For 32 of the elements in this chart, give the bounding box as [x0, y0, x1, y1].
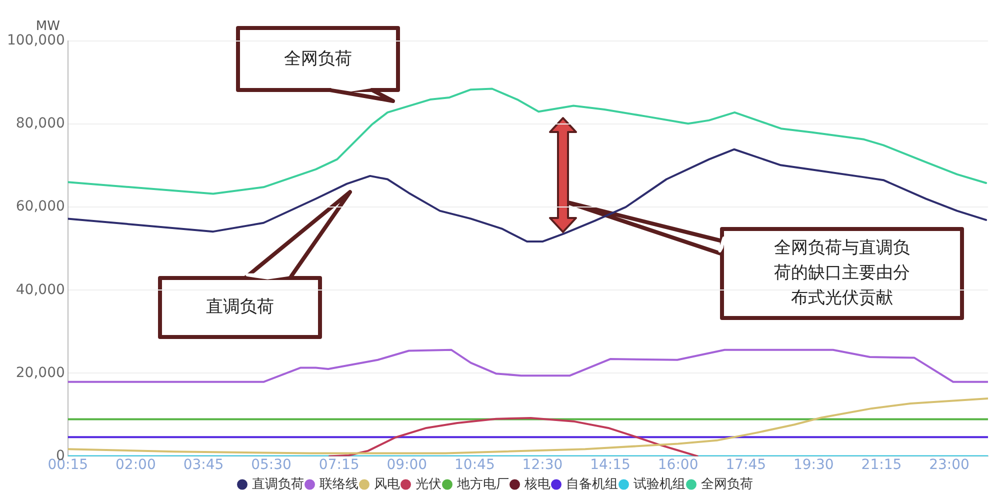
x-tick-label: 17:45	[726, 457, 766, 474]
legend-label: 风电	[374, 476, 400, 492]
legend-label: 光伏	[415, 476, 442, 492]
y-tick-label: 40,000	[16, 282, 65, 298]
y-tick-label: 60,000	[16, 198, 65, 215]
legend-label: 地方电厂	[456, 476, 509, 492]
legend-label: 联络线	[319, 476, 358, 492]
legend-label: 自备机组	[566, 476, 618, 492]
x-tick-label: 07:15	[318, 457, 360, 474]
x-tick-label: 00:15	[48, 457, 88, 474]
y-tick-label: 20,000	[16, 364, 65, 381]
annotation: 全网负荷与直调负荷的缺口主要由分布式光伏贡献	[773, 237, 911, 310]
legend-label: 直调负荷	[252, 476, 304, 492]
x-tick-label: 03:45	[183, 457, 224, 474]
x-tick-label: 12:30	[522, 457, 563, 474]
legend-label: 试验机组	[633, 476, 686, 492]
x-tick-label: 21:15	[861, 457, 902, 474]
legend-label: 全网负荷	[700, 476, 753, 492]
x-tick-label: 14:15	[590, 457, 630, 474]
x-tick-label: 19:30	[793, 457, 834, 474]
x-tick-label: 05:30	[251, 457, 292, 474]
x-tick-label: 10:45	[454, 457, 495, 474]
annotation: 全网负荷	[283, 48, 353, 70]
legend-label: 核电	[523, 476, 550, 492]
y-axis-title: MW	[36, 18, 60, 34]
annotation: 直调负荷	[205, 296, 275, 319]
x-tick-label: 02:00	[116, 457, 156, 474]
x-tick-label: 09:00	[386, 457, 428, 474]
y-tick-label: 80,000	[16, 116, 65, 132]
x-tick-label: 16:00	[658, 457, 698, 474]
y-tick-label: 100,000	[6, 32, 65, 49]
x-tick-label: 23:00	[929, 457, 970, 474]
